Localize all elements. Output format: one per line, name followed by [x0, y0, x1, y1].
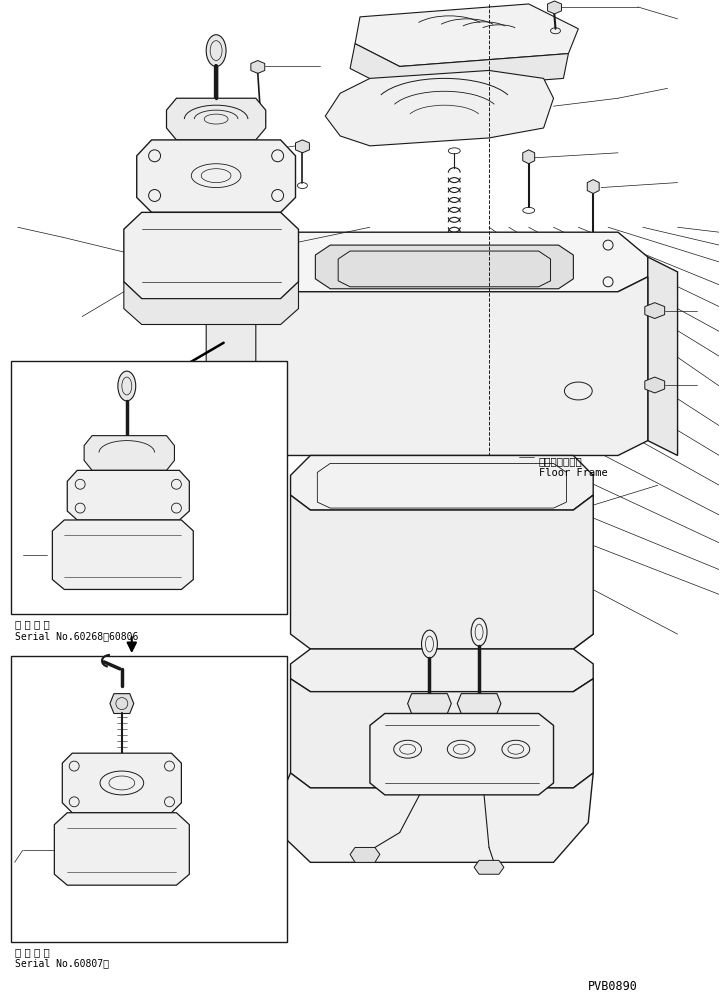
- Polygon shape: [290, 649, 593, 692]
- Polygon shape: [648, 257, 677, 456]
- Bar: [11, 362, 287, 614]
- Polygon shape: [547, 2, 562, 15]
- Polygon shape: [124, 282, 298, 325]
- Polygon shape: [226, 233, 648, 292]
- Text: 適 用 号 機: 適 用 号 機: [14, 618, 49, 628]
- Polygon shape: [295, 141, 310, 154]
- Polygon shape: [326, 72, 554, 147]
- Polygon shape: [290, 679, 593, 788]
- Polygon shape: [54, 813, 189, 886]
- Bar: [11, 656, 287, 941]
- Polygon shape: [587, 181, 599, 194]
- Polygon shape: [62, 753, 181, 813]
- Polygon shape: [573, 679, 593, 788]
- Polygon shape: [269, 773, 593, 863]
- Text: 適 用 号 機: 適 用 号 機: [14, 945, 49, 956]
- Ellipse shape: [471, 618, 487, 646]
- Ellipse shape: [118, 372, 136, 402]
- Polygon shape: [226, 272, 648, 456]
- Ellipse shape: [422, 630, 438, 658]
- Polygon shape: [350, 848, 380, 863]
- Ellipse shape: [206, 36, 226, 68]
- Polygon shape: [350, 45, 568, 92]
- Polygon shape: [124, 213, 298, 299]
- Polygon shape: [645, 378, 665, 394]
- Polygon shape: [645, 303, 665, 319]
- Polygon shape: [290, 456, 593, 511]
- Polygon shape: [474, 861, 504, 875]
- Polygon shape: [408, 694, 451, 714]
- Polygon shape: [355, 5, 578, 68]
- Polygon shape: [290, 496, 593, 649]
- Polygon shape: [53, 521, 193, 589]
- Polygon shape: [110, 694, 134, 714]
- Polygon shape: [206, 292, 256, 456]
- Polygon shape: [251, 62, 265, 75]
- Polygon shape: [84, 436, 175, 471]
- Text: フロアフレーム: フロアフレーム: [539, 456, 583, 466]
- Polygon shape: [573, 496, 593, 649]
- Polygon shape: [316, 246, 573, 289]
- Polygon shape: [523, 151, 535, 165]
- Text: Serial No.60807～: Serial No.60807～: [14, 957, 109, 967]
- Polygon shape: [67, 471, 189, 521]
- Polygon shape: [370, 714, 554, 795]
- Polygon shape: [457, 694, 501, 714]
- Text: PVB0890: PVB0890: [588, 979, 638, 992]
- Polygon shape: [136, 141, 295, 213]
- Text: Floor Frame: Floor Frame: [539, 468, 607, 478]
- Polygon shape: [167, 99, 266, 141]
- Text: Serial No.60268～60806: Serial No.60268～60806: [14, 630, 138, 640]
